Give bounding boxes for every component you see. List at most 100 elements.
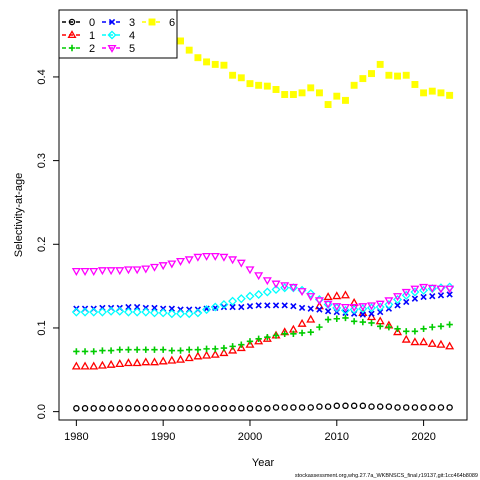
series-2-point [316, 323, 323, 331]
series-5-point [349, 303, 359, 312]
series-2-point [133, 346, 141, 353]
series-4-point [80, 307, 90, 317]
legend-label: 6 [169, 17, 175, 29]
series-1-point [254, 336, 264, 345]
series-4-point [349, 305, 359, 315]
series-2-point [168, 347, 176, 354]
series-0-point [316, 403, 323, 410]
series-0-point [90, 405, 97, 412]
series-1-point [340, 290, 350, 299]
series-5-point [167, 260, 177, 269]
series-4-point [358, 304, 368, 314]
series-5-point [427, 284, 437, 293]
series-5-point [176, 257, 186, 266]
series-0-point [402, 404, 410, 411]
series-4-point [410, 287, 420, 297]
series-4-point [271, 284, 281, 294]
series-6-point [237, 74, 245, 82]
series-2-point [429, 323, 436, 331]
series-2-point [307, 328, 314, 336]
series-5-point [89, 268, 99, 276]
series-3-point [298, 304, 306, 312]
series-5-point [314, 297, 324, 306]
legend-entry-6: 6 [142, 17, 175, 29]
series-0-point [264, 405, 271, 412]
series-2-point [246, 338, 254, 345]
series-5-point [236, 259, 246, 268]
series-3-point [403, 298, 410, 306]
series-0-point [194, 405, 202, 412]
series-4-point [210, 302, 220, 312]
series-1-point [89, 361, 99, 370]
series-6-point [315, 89, 323, 97]
legend-entry-2: 2 [62, 43, 95, 55]
series-1-point [202, 350, 212, 359]
series-2-point [116, 346, 123, 353]
series-4-point [141, 307, 151, 317]
series-2 [73, 314, 453, 355]
series-2-point [350, 318, 358, 325]
series-1-point [184, 353, 194, 362]
legend-label: 1 [89, 30, 95, 42]
series-4-point [340, 305, 350, 315]
series-1-point [375, 316, 385, 325]
series-1-point [401, 334, 411, 343]
series-0-point [307, 404, 314, 411]
series-0-point [185, 405, 193, 412]
series-1-point [115, 359, 125, 367]
series-2-point [281, 330, 288, 338]
series-5-point [445, 285, 455, 294]
y-axis-title: Selectivity-at-age [13, 173, 25, 257]
series-0-point [229, 405, 236, 412]
series-3-point [220, 303, 228, 311]
series-1-point [436, 339, 446, 348]
series-2-point [81, 348, 89, 355]
series-5-point [106, 267, 116, 276]
series-2-point [177, 347, 184, 354]
series-6-point [220, 61, 228, 69]
series-0-point [411, 404, 419, 411]
series-0-point [177, 405, 184, 412]
series-4-point [306, 289, 316, 299]
series-2-point [107, 347, 115, 354]
series-4 [71, 282, 455, 319]
series-3-point [255, 302, 262, 309]
series-0-point [212, 405, 219, 412]
series-0-point [376, 403, 384, 410]
y-axis: 0.0 0.1 0.2 0.3 0.4 [36, 69, 59, 419]
series-5-point [228, 256, 238, 265]
series-0-point [368, 403, 375, 410]
legend-entry-0: 0 [62, 17, 95, 29]
series-5-point [210, 252, 220, 261]
series-1-point [445, 341, 455, 350]
legend-marker [107, 30, 117, 40]
series-1-point [228, 345, 238, 354]
series-1-point [106, 359, 116, 368]
series-4-point [71, 307, 81, 317]
series-6-point [385, 71, 393, 79]
series-2-point [298, 329, 306, 337]
series-5-point [262, 277, 272, 286]
series-0-point [359, 402, 367, 410]
series-1-point [80, 361, 90, 370]
series-2-point [420, 325, 427, 332]
series-0-point [125, 405, 132, 412]
series-0-point [446, 404, 453, 411]
series-1-point [71, 361, 81, 370]
series-0-point [429, 404, 436, 411]
series-3-point [246, 303, 254, 310]
series-6-point [411, 81, 419, 88]
series-4-point [366, 303, 377, 313]
series-3-point [229, 303, 236, 311]
series-1-point [262, 333, 272, 342]
series-0-point [333, 402, 341, 410]
series-1-point [158, 356, 168, 365]
series-2-point [194, 346, 202, 353]
series-5-point [306, 293, 316, 302]
series-0-point [203, 405, 210, 412]
series-0-point [342, 402, 349, 410]
series-6-point [350, 81, 358, 89]
series-2-point [359, 318, 367, 326]
plot-frame [58, 9, 468, 421]
